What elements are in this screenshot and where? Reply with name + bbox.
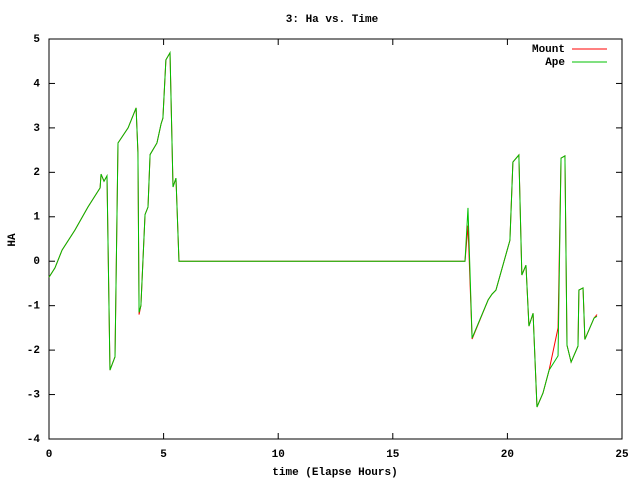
y-tick-label: 2: [33, 167, 40, 179]
x-tick-label: 0: [46, 449, 53, 461]
y-axis-label: HA: [7, 233, 19, 247]
x-tick-label: 15: [386, 449, 400, 461]
chart-title: 3: Ha vs. Time: [286, 14, 379, 26]
plot-frame: [48, 38, 623, 440]
y-tick-label: 4: [33, 78, 40, 90]
y-tick-label: 5: [33, 34, 40, 46]
x-axis-label: time (Elapse Hours): [272, 467, 397, 479]
x-tick-label: 25: [615, 449, 629, 461]
legend-label: Ape: [545, 57, 565, 69]
legend-label: Mount: [532, 44, 565, 56]
x-tick-label: 20: [501, 449, 514, 461]
series-line: [48, 50, 598, 408]
y-tick-label: 3: [33, 123, 40, 135]
x-tick-label: 10: [272, 449, 285, 461]
y-tick-label: -3: [27, 389, 41, 401]
y-tick-label: -4: [27, 434, 41, 446]
y-tick-label: 1: [33, 212, 40, 224]
y-tick-label: -1: [27, 301, 41, 313]
y-tick-label: -2: [27, 345, 40, 357]
y-tick-label: 0: [33, 256, 40, 268]
x-tick-label: 5: [160, 449, 167, 461]
